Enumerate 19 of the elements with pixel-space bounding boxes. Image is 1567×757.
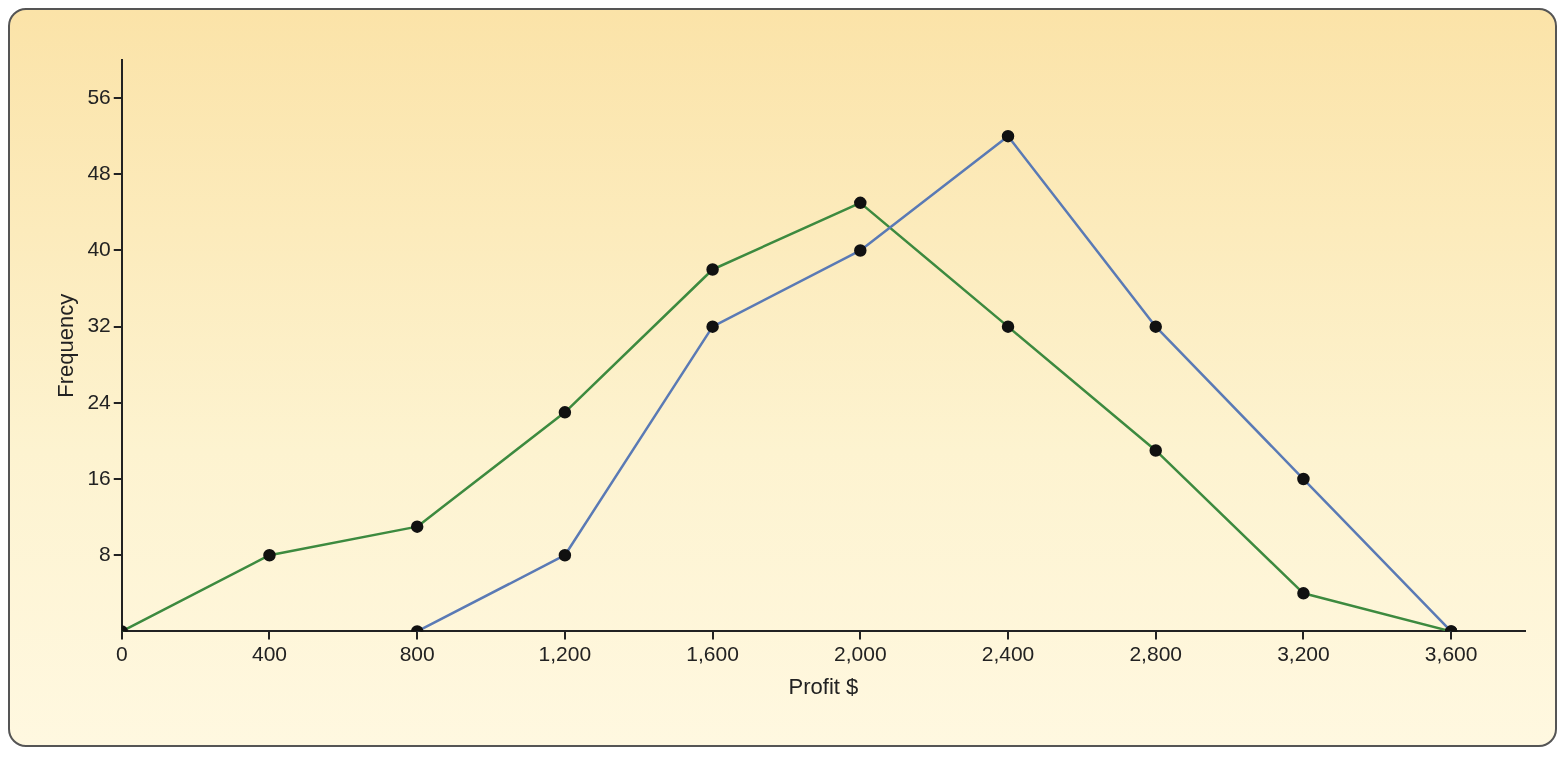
- y-tick-label: 40: [87, 237, 111, 261]
- x-tick-label: 2,000: [834, 641, 887, 665]
- y-tick-label: 56: [87, 84, 111, 108]
- x-axis-title: Profit $: [788, 673, 859, 699]
- x-tick-label: 1,600: [686, 641, 739, 665]
- x-tick-label: 800: [399, 641, 435, 665]
- x-tick-label: 400: [251, 641, 287, 665]
- y-tick-label: 8: [99, 542, 111, 566]
- y-tick-label: 24: [87, 389, 112, 413]
- x-tick-label: 3,200: [1277, 641, 1330, 665]
- x-tick-label: 1,200: [538, 641, 592, 665]
- x-tick-label: 0: [115, 641, 128, 665]
- y-tick-label: 16: [87, 465, 111, 489]
- x-tick-label: 3,600: [1424, 641, 1478, 665]
- y-tick-label: 48: [87, 161, 111, 185]
- y-axis-title: Frequency: [53, 293, 79, 398]
- y-tick-label: 32: [87, 313, 111, 337]
- x-tick-label: 2,400: [981, 641, 1035, 665]
- x-tick-label: 2,800: [1129, 641, 1183, 665]
